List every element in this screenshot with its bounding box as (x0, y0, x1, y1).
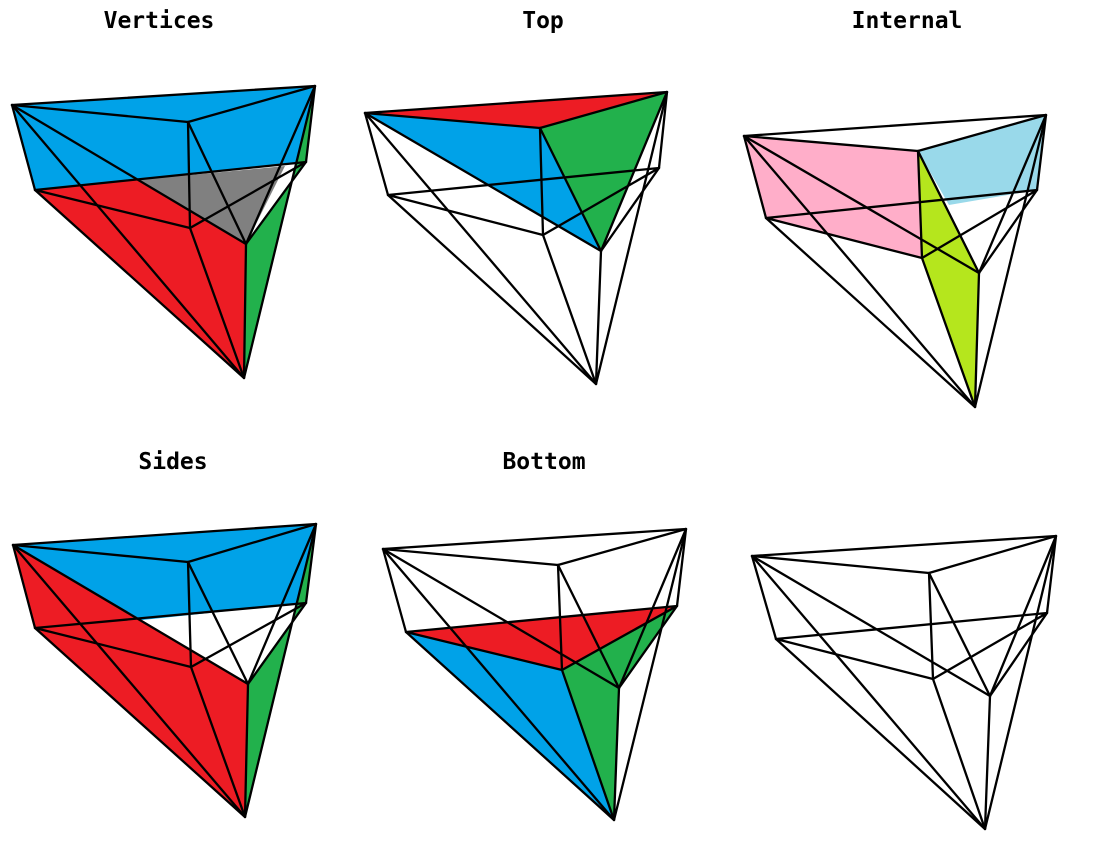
face-pink (744, 136, 922, 258)
edge (556, 563, 564, 672)
edge (363, 111, 542, 130)
edge-inner (33, 160, 308, 230)
panel-internal (742, 113, 1048, 409)
edge-outline (750, 534, 1058, 831)
edge (742, 134, 920, 153)
edge (11, 543, 250, 686)
edge (742, 134, 981, 275)
edge (246, 522, 318, 686)
edge (977, 113, 1048, 275)
edge (363, 111, 390, 197)
edge-outline (11, 522, 318, 819)
edge (599, 166, 661, 253)
edge-outline (742, 113, 1048, 409)
edge (750, 554, 992, 698)
edge (657, 90, 669, 170)
edge (186, 522, 318, 564)
edge (33, 188, 246, 380)
edge (304, 522, 318, 605)
panel-plain (750, 534, 1058, 831)
edge-inner (404, 604, 679, 672)
panel-top (363, 90, 669, 386)
edge-inner (33, 601, 308, 669)
edge (1035, 113, 1048, 192)
edge (188, 226, 246, 380)
title-internal: Internal (851, 8, 963, 34)
edge (381, 547, 408, 634)
edge (11, 543, 190, 564)
edge (186, 560, 250, 686)
face-light-blue (918, 115, 1046, 205)
title-top: Top (522, 8, 564, 34)
title-sides: Sides (138, 449, 208, 475)
edge (538, 126, 603, 253)
edge (973, 271, 981, 409)
edge (988, 534, 1058, 698)
edge (538, 90, 669, 130)
edge (599, 90, 669, 253)
title-vertices: Vertices (103, 8, 215, 34)
edge (612, 686, 621, 822)
edge (617, 604, 679, 690)
title-bottom: Bottom (502, 449, 586, 475)
edge (556, 527, 688, 567)
edge (244, 84, 317, 246)
edge (541, 233, 598, 386)
face-green-right (540, 92, 667, 251)
edge (750, 554, 931, 575)
edge (556, 563, 621, 690)
edge (244, 160, 308, 246)
edge-outline (381, 527, 688, 822)
edge-inner (764, 188, 1039, 260)
edge (617, 527, 688, 690)
edge (10, 103, 190, 124)
edge (304, 84, 317, 164)
edge (742, 134, 768, 220)
edge (750, 554, 778, 641)
edge (675, 527, 688, 608)
edge (404, 630, 616, 822)
edge (11, 543, 37, 630)
edge (1045, 534, 1058, 615)
edge (927, 571, 992, 698)
edge (386, 193, 598, 386)
edge (983, 694, 992, 831)
panel-vertices (10, 84, 317, 380)
edge (33, 626, 247, 819)
edge (10, 103, 248, 246)
edge-inner (774, 611, 1049, 681)
edge (242, 242, 248, 380)
edge-outline (10, 84, 317, 380)
edge (931, 677, 987, 831)
face-red-bottom (406, 606, 677, 670)
edge-outline (363, 90, 669, 386)
edge (927, 534, 1058, 575)
edge (764, 216, 977, 409)
edge (977, 188, 1039, 275)
edge (186, 84, 317, 124)
edge (988, 611, 1049, 698)
face-green-right (562, 606, 677, 820)
edge (381, 547, 621, 690)
edge (243, 682, 250, 819)
edge (920, 256, 977, 409)
face-lime (918, 151, 979, 407)
edge (381, 547, 560, 567)
edge (916, 149, 981, 275)
face-gray-inner (138, 166, 285, 244)
edge (189, 665, 247, 819)
panel-sides (11, 522, 318, 819)
edge (916, 113, 1048, 153)
edge (363, 111, 603, 253)
panel-bottom (381, 527, 688, 822)
edge (246, 601, 308, 686)
edge-inner (386, 166, 661, 237)
edge (594, 249, 603, 386)
edge (560, 668, 616, 822)
edge (10, 103, 37, 192)
edge (774, 637, 987, 831)
